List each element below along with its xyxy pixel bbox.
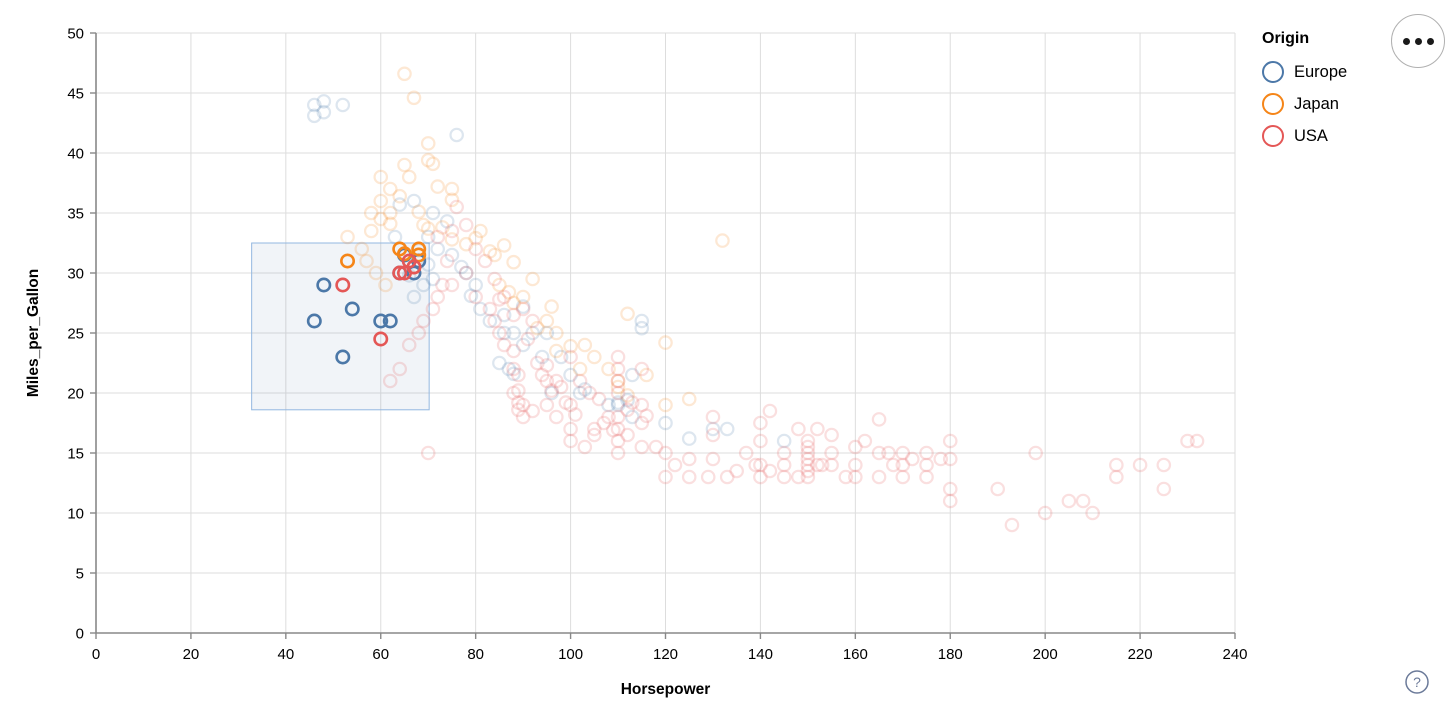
y-tick-label: 15 xyxy=(67,446,84,463)
scatter-plot-panel[interactable]: 0 20 40 60 80 100 120 140 160 180 200 220 240 0 5 10 15 2… xyxy=(0,0,1260,712)
legend-item-japan[interactable]: Japan xyxy=(1262,88,1442,120)
y-tick-label: 45 xyxy=(67,86,84,103)
actions-menu-button[interactable] xyxy=(1391,14,1445,68)
x-axis-title: Horsepower xyxy=(621,681,711,698)
legend-title: Origin xyxy=(1262,30,1310,47)
x-tick-label: 120 xyxy=(653,646,678,663)
data-points-unselected[interactable] xyxy=(307,66,1205,533)
help-button[interactable]: ? xyxy=(1404,669,1430,695)
y-tick-label: 0 xyxy=(76,626,84,643)
legend-swatch-europe xyxy=(1262,61,1284,83)
y-tick-label: 35 xyxy=(67,206,84,223)
x-tick-label: 180 xyxy=(938,646,963,663)
x-tick-label: 220 xyxy=(1128,646,1153,663)
data-points-selected[interactable] xyxy=(306,241,427,365)
x-tick-label: 80 xyxy=(467,646,484,663)
legend-label-europe: Europe xyxy=(1294,62,1348,81)
legend-swatch-japan xyxy=(1262,93,1284,115)
legend-label-japan: Japan xyxy=(1294,94,1339,113)
x-tick-label: 200 xyxy=(1033,646,1058,663)
x-tick-label: 40 xyxy=(277,646,294,663)
legend-swatch-usa xyxy=(1262,125,1284,147)
question-mark-icon: ? xyxy=(1405,670,1429,694)
x-tick-label: 20 xyxy=(183,646,200,663)
y-tick-label: 25 xyxy=(67,326,84,343)
y-tick-label: 10 xyxy=(67,506,84,523)
x-tick-label: 60 xyxy=(372,646,389,663)
x-tick-label: 240 xyxy=(1222,646,1247,663)
y-tick-label: 50 xyxy=(67,26,84,43)
scatter-plot-svg[interactable]: 0 20 40 60 80 100 120 140 160 180 200 220 240 0 5 10 15 2… xyxy=(0,0,1260,712)
axis-ticks: 0 20 40 60 80 100 120 140 160 180 200 220 240 0 5 10 15 2… xyxy=(67,26,1247,664)
legend-item-europe[interactable]: Europe xyxy=(1262,56,1442,88)
y-tick-label: 30 xyxy=(67,266,84,283)
svg-text:?: ? xyxy=(1413,674,1421,690)
legend-label-usa: USA xyxy=(1294,126,1328,145)
y-tick-label: 5 xyxy=(76,566,84,583)
ellipsis-icon xyxy=(1402,37,1434,45)
x-tick-label: 0 xyxy=(92,646,100,663)
x-tick-label: 100 xyxy=(558,646,583,663)
y-tick-label: 20 xyxy=(67,386,84,403)
y-axis-title: Miles_per_Gallon xyxy=(25,269,42,397)
legend: Origin Europe Japan USA xyxy=(1262,30,1442,152)
legend-item-usa[interactable]: USA xyxy=(1262,120,1442,152)
x-tick-label: 140 xyxy=(748,646,773,663)
x-tick-label: 160 xyxy=(843,646,868,663)
y-tick-label: 40 xyxy=(67,146,84,163)
